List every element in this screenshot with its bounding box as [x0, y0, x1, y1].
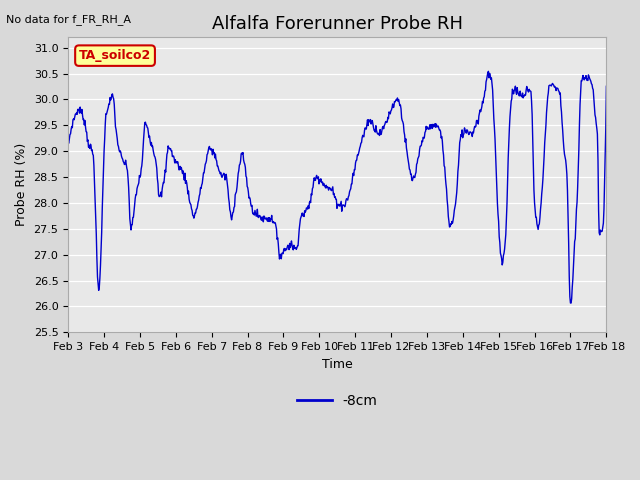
- Text: No data for f_FR_RH_A: No data for f_FR_RH_A: [6, 14, 131, 25]
- Y-axis label: Probe RH (%): Probe RH (%): [15, 143, 28, 227]
- Title: Alfalfa Forerunner Probe RH: Alfalfa Forerunner Probe RH: [212, 15, 463, 33]
- X-axis label: Time: Time: [322, 358, 353, 371]
- Legend: -8cm: -8cm: [291, 389, 383, 414]
- Text: TA_soilco2: TA_soilco2: [79, 49, 151, 62]
